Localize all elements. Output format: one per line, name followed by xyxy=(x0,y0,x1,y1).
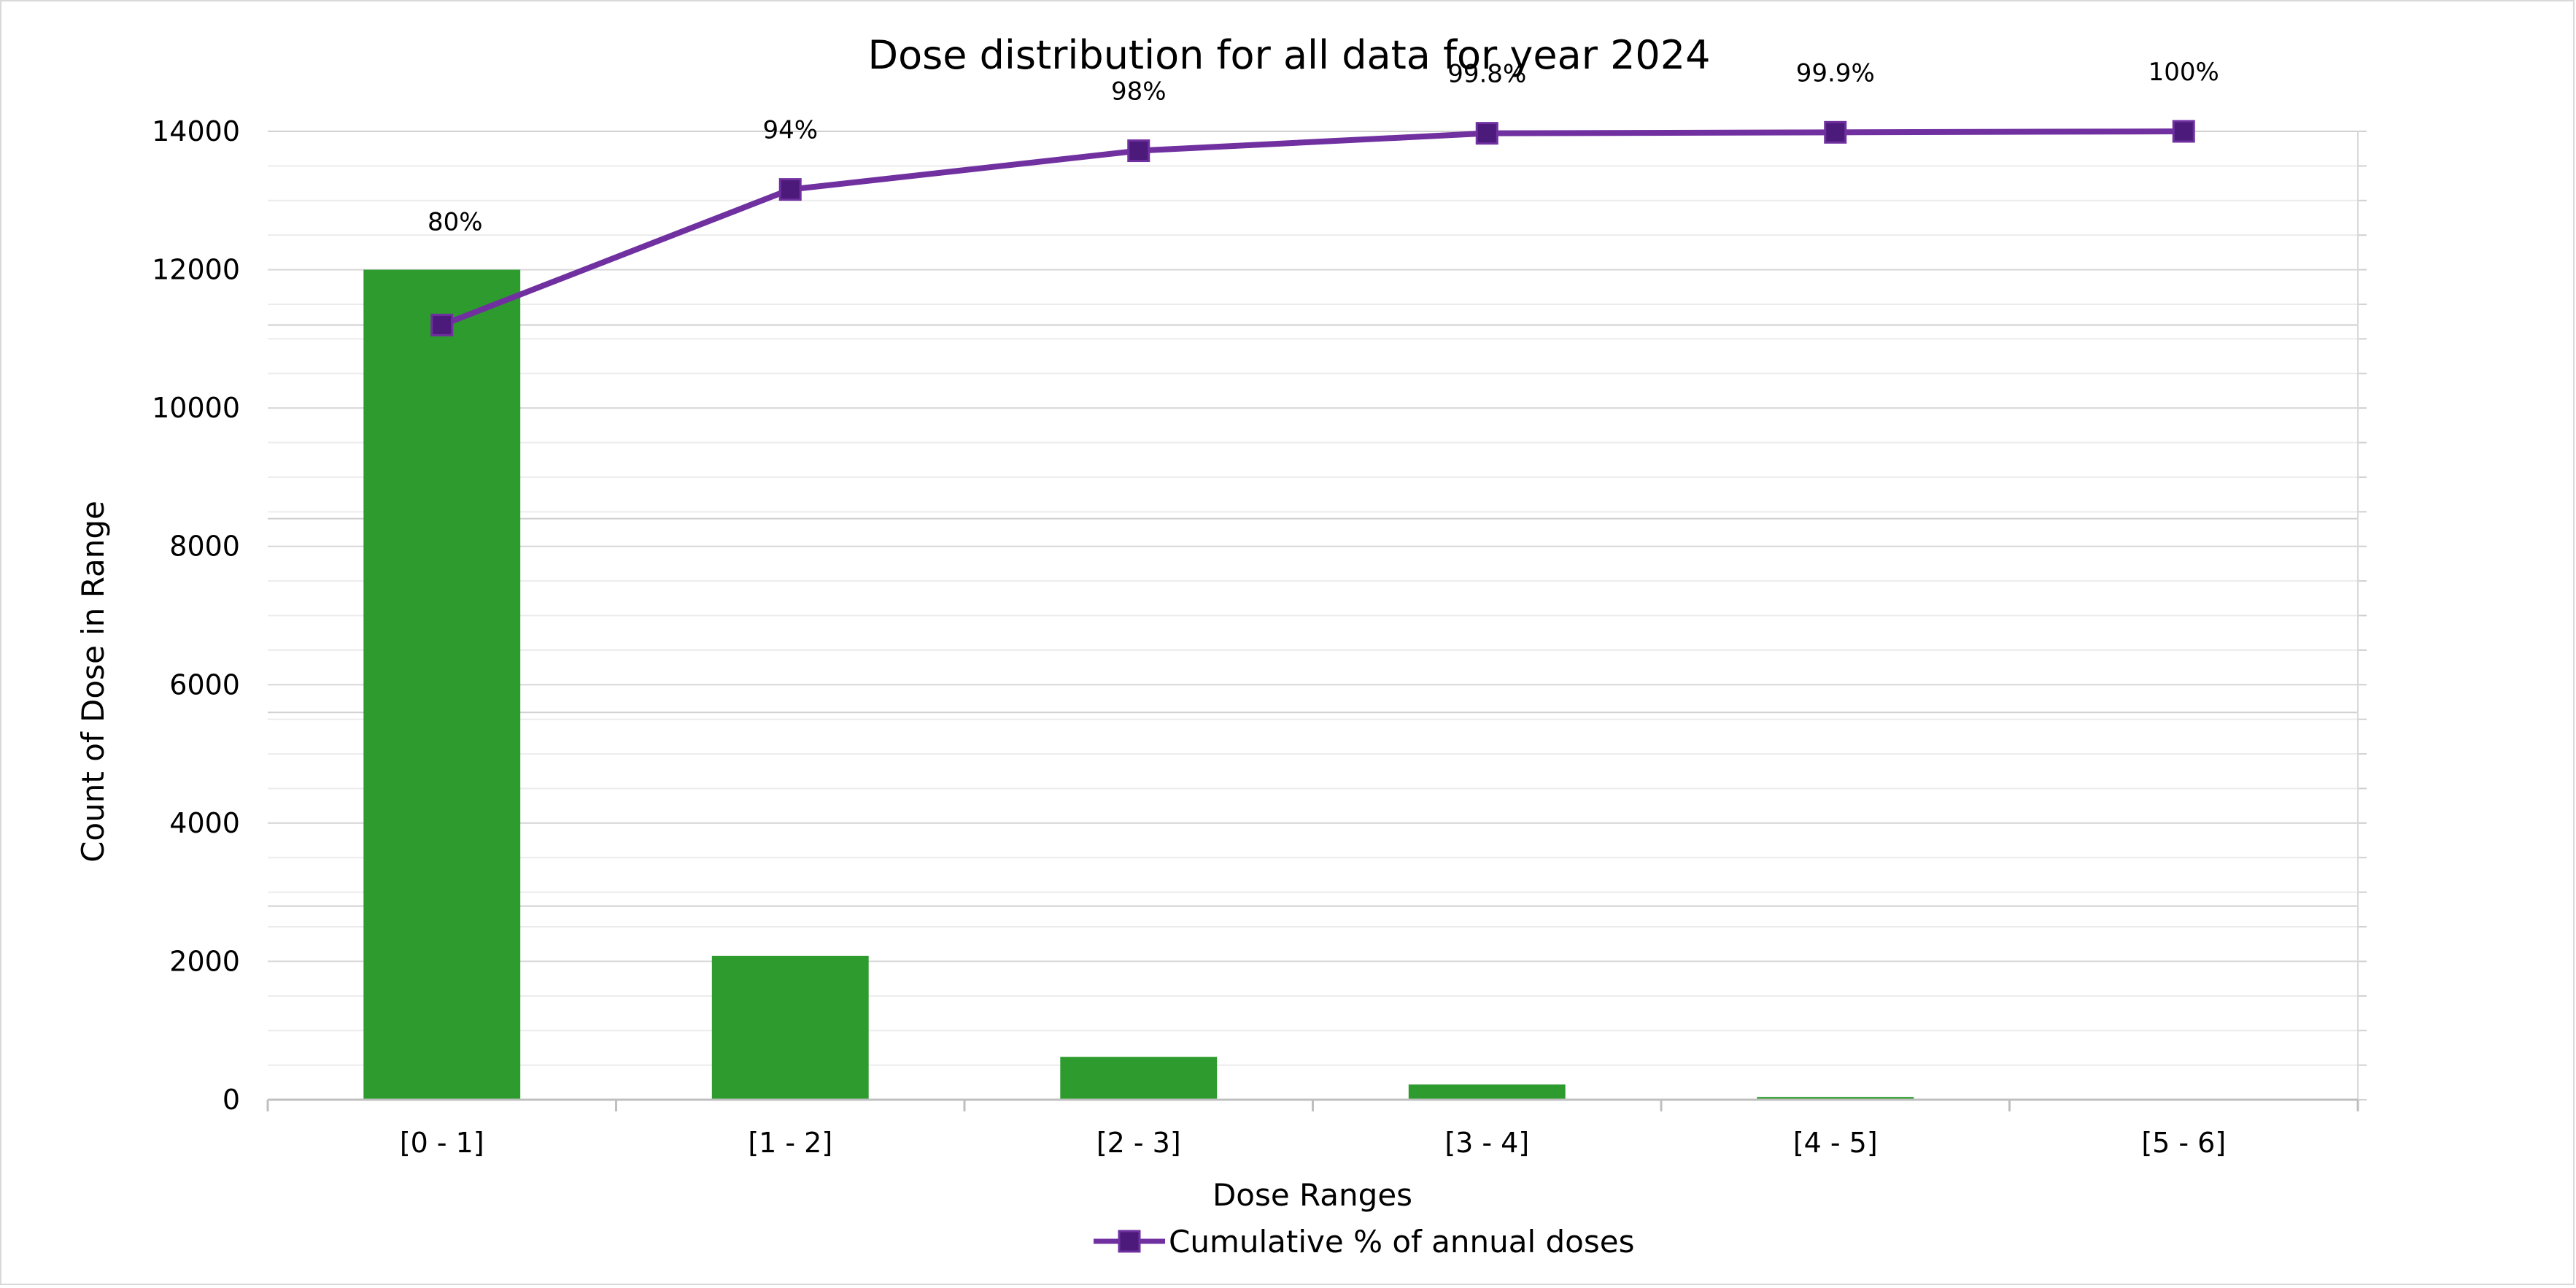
cumulative-marker-6 xyxy=(2172,120,2195,143)
y-tick-label: 4000 xyxy=(169,807,240,839)
y-tick-label: 0 xyxy=(223,1084,240,1116)
legend-marker-swatch xyxy=(1118,1230,1141,1253)
x-tick-label: [2 - 3] xyxy=(1096,1127,1181,1159)
cumulative-marker-5 xyxy=(1824,120,1847,144)
grid-layer xyxy=(268,131,2358,1100)
bar-5 xyxy=(1757,1097,1914,1100)
x-tick-label: [5 - 6] xyxy=(2141,1127,2226,1159)
bar-3 xyxy=(1060,1057,1218,1100)
y-tick-label: 8000 xyxy=(169,531,240,563)
cumulative-data-label: 100% xyxy=(2148,58,2219,87)
cumulative-data-label: 99.8% xyxy=(1447,60,1526,89)
cumulative-marker-3 xyxy=(1127,139,1150,163)
cumulative-data-label: 99.9% xyxy=(1796,58,1875,88)
y-tick-label: 10000 xyxy=(152,392,240,424)
line-layer xyxy=(430,120,2195,336)
y-tick-label: 2000 xyxy=(169,945,240,977)
x-tick-label: [3 - 4] xyxy=(1444,1127,1529,1159)
legend-entry-cumulative: Cumulative % of annual doses xyxy=(1169,1224,1634,1260)
x-axis-title: Dose Ranges xyxy=(1212,1177,1412,1213)
bars-layer xyxy=(363,269,2262,1100)
y-tick-label: 14000 xyxy=(152,115,240,147)
x-tick-label: [0 - 1] xyxy=(400,1127,484,1159)
chart-title: Dose distribution for all data for year … xyxy=(868,32,1711,78)
y-axis-title: Count of Dose in Range xyxy=(75,501,111,863)
axis-layer xyxy=(266,131,2367,1111)
bar-1 xyxy=(363,269,521,1100)
x-tick-label: [4 - 5] xyxy=(1793,1127,1878,1159)
x-tick-label: [1 - 2] xyxy=(748,1127,832,1159)
cumulative-data-label: 80% xyxy=(428,207,483,236)
labels-layer: 0 2000 4000 6000 8000 10000 12000 14000 [0 - 1] [… xyxy=(152,58,2226,1159)
cumulative-marker-2 xyxy=(778,178,802,201)
bar-4 xyxy=(1408,1084,1566,1100)
cumulative-marker-4 xyxy=(1475,122,1498,145)
cumulative-data-label: 98% xyxy=(1111,77,1167,107)
cumulative-data-label: 94% xyxy=(762,116,818,145)
y-tick-label: 6000 xyxy=(169,668,240,701)
bar-2 xyxy=(711,955,869,1100)
y-tick-label: 12000 xyxy=(152,254,240,286)
cumulative-line xyxy=(441,128,2184,328)
cumulative-marker-1 xyxy=(430,313,454,336)
legend: Cumulative % of annual doses xyxy=(1094,1224,1634,1260)
